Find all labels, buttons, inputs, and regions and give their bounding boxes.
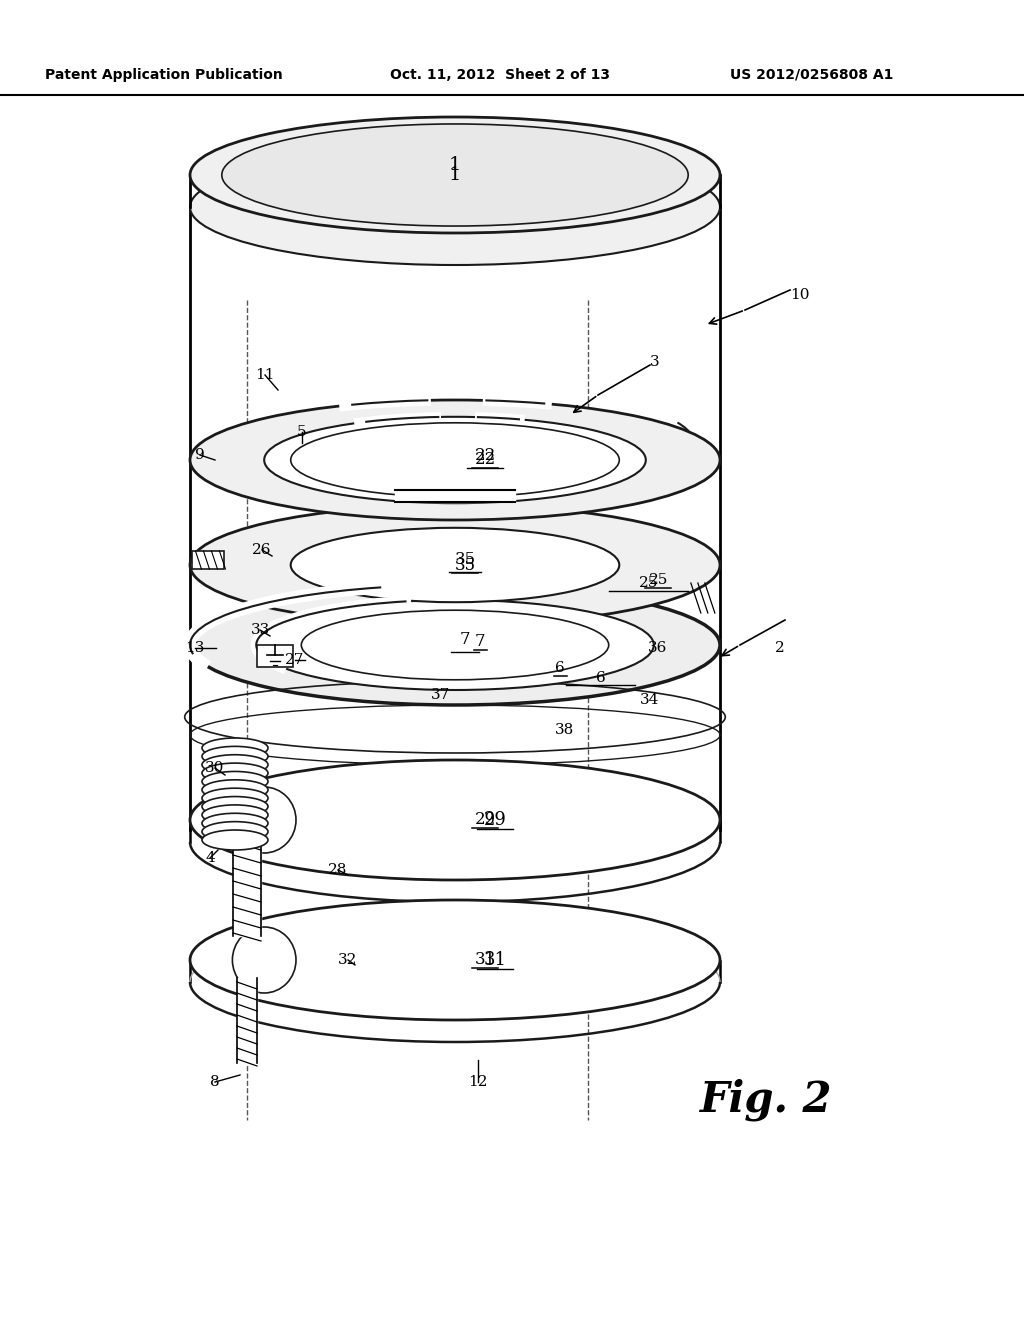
Ellipse shape bbox=[202, 738, 268, 758]
Text: 33: 33 bbox=[251, 623, 269, 638]
Text: 6: 6 bbox=[555, 661, 565, 675]
Text: 10: 10 bbox=[791, 288, 810, 302]
Text: US 2012/0256808 A1: US 2012/0256808 A1 bbox=[730, 69, 893, 82]
Ellipse shape bbox=[202, 763, 268, 783]
Text: 35: 35 bbox=[455, 552, 475, 569]
Ellipse shape bbox=[291, 528, 620, 602]
Text: 29: 29 bbox=[483, 810, 507, 829]
Ellipse shape bbox=[190, 900, 720, 1020]
Text: 11: 11 bbox=[255, 368, 274, 381]
Text: 22: 22 bbox=[474, 446, 496, 463]
Ellipse shape bbox=[202, 755, 268, 775]
Ellipse shape bbox=[190, 760, 720, 880]
Ellipse shape bbox=[232, 787, 296, 853]
Text: 35: 35 bbox=[455, 557, 475, 573]
Text: 34: 34 bbox=[640, 693, 659, 708]
Ellipse shape bbox=[202, 805, 268, 825]
Ellipse shape bbox=[202, 821, 268, 842]
Text: 7: 7 bbox=[475, 634, 485, 651]
Ellipse shape bbox=[190, 400, 720, 520]
Ellipse shape bbox=[202, 830, 268, 850]
Ellipse shape bbox=[190, 585, 720, 705]
Text: 30: 30 bbox=[206, 762, 224, 775]
Text: 25: 25 bbox=[639, 576, 658, 590]
Ellipse shape bbox=[202, 813, 268, 833]
Text: 7: 7 bbox=[460, 631, 470, 648]
Ellipse shape bbox=[202, 771, 268, 792]
Text: 22: 22 bbox=[474, 451, 496, 469]
Text: 1: 1 bbox=[449, 166, 461, 183]
Text: 32: 32 bbox=[338, 953, 357, 968]
Bar bbox=[193, 550, 224, 569]
Ellipse shape bbox=[264, 417, 646, 503]
Text: 8: 8 bbox=[210, 1074, 220, 1089]
Text: Fig. 2: Fig. 2 bbox=[700, 1078, 833, 1121]
Text: 37: 37 bbox=[430, 688, 450, 702]
Text: Oct. 11, 2012  Sheet 2 of 13: Oct. 11, 2012 Sheet 2 of 13 bbox=[390, 69, 610, 82]
Ellipse shape bbox=[291, 422, 620, 498]
Text: 28: 28 bbox=[329, 863, 348, 876]
Ellipse shape bbox=[202, 796, 268, 817]
Ellipse shape bbox=[301, 610, 608, 680]
Text: 26: 26 bbox=[252, 543, 271, 557]
Text: 1: 1 bbox=[449, 156, 461, 174]
Text: 9: 9 bbox=[196, 447, 205, 462]
Ellipse shape bbox=[232, 927, 296, 993]
Text: 12: 12 bbox=[468, 1074, 487, 1089]
Text: 27: 27 bbox=[286, 653, 305, 667]
Ellipse shape bbox=[190, 506, 720, 624]
Text: 4: 4 bbox=[205, 851, 215, 865]
Ellipse shape bbox=[190, 117, 720, 234]
Text: 6: 6 bbox=[596, 671, 605, 685]
Text: 31: 31 bbox=[483, 950, 507, 969]
Ellipse shape bbox=[202, 746, 268, 767]
Ellipse shape bbox=[202, 788, 268, 808]
Text: 13: 13 bbox=[185, 642, 205, 655]
Text: 38: 38 bbox=[555, 723, 574, 737]
Text: 3: 3 bbox=[650, 355, 659, 370]
Ellipse shape bbox=[202, 780, 268, 800]
Text: 25: 25 bbox=[649, 573, 668, 587]
Text: 2: 2 bbox=[775, 642, 784, 655]
Text: 29: 29 bbox=[474, 812, 496, 829]
Bar bbox=[257, 645, 293, 667]
Ellipse shape bbox=[222, 124, 688, 226]
Text: 31: 31 bbox=[474, 952, 496, 969]
Text: Patent Application Publication: Patent Application Publication bbox=[45, 69, 283, 82]
Text: 5: 5 bbox=[297, 425, 307, 440]
Ellipse shape bbox=[256, 601, 653, 690]
Ellipse shape bbox=[190, 149, 720, 265]
Text: 36: 36 bbox=[648, 642, 668, 655]
